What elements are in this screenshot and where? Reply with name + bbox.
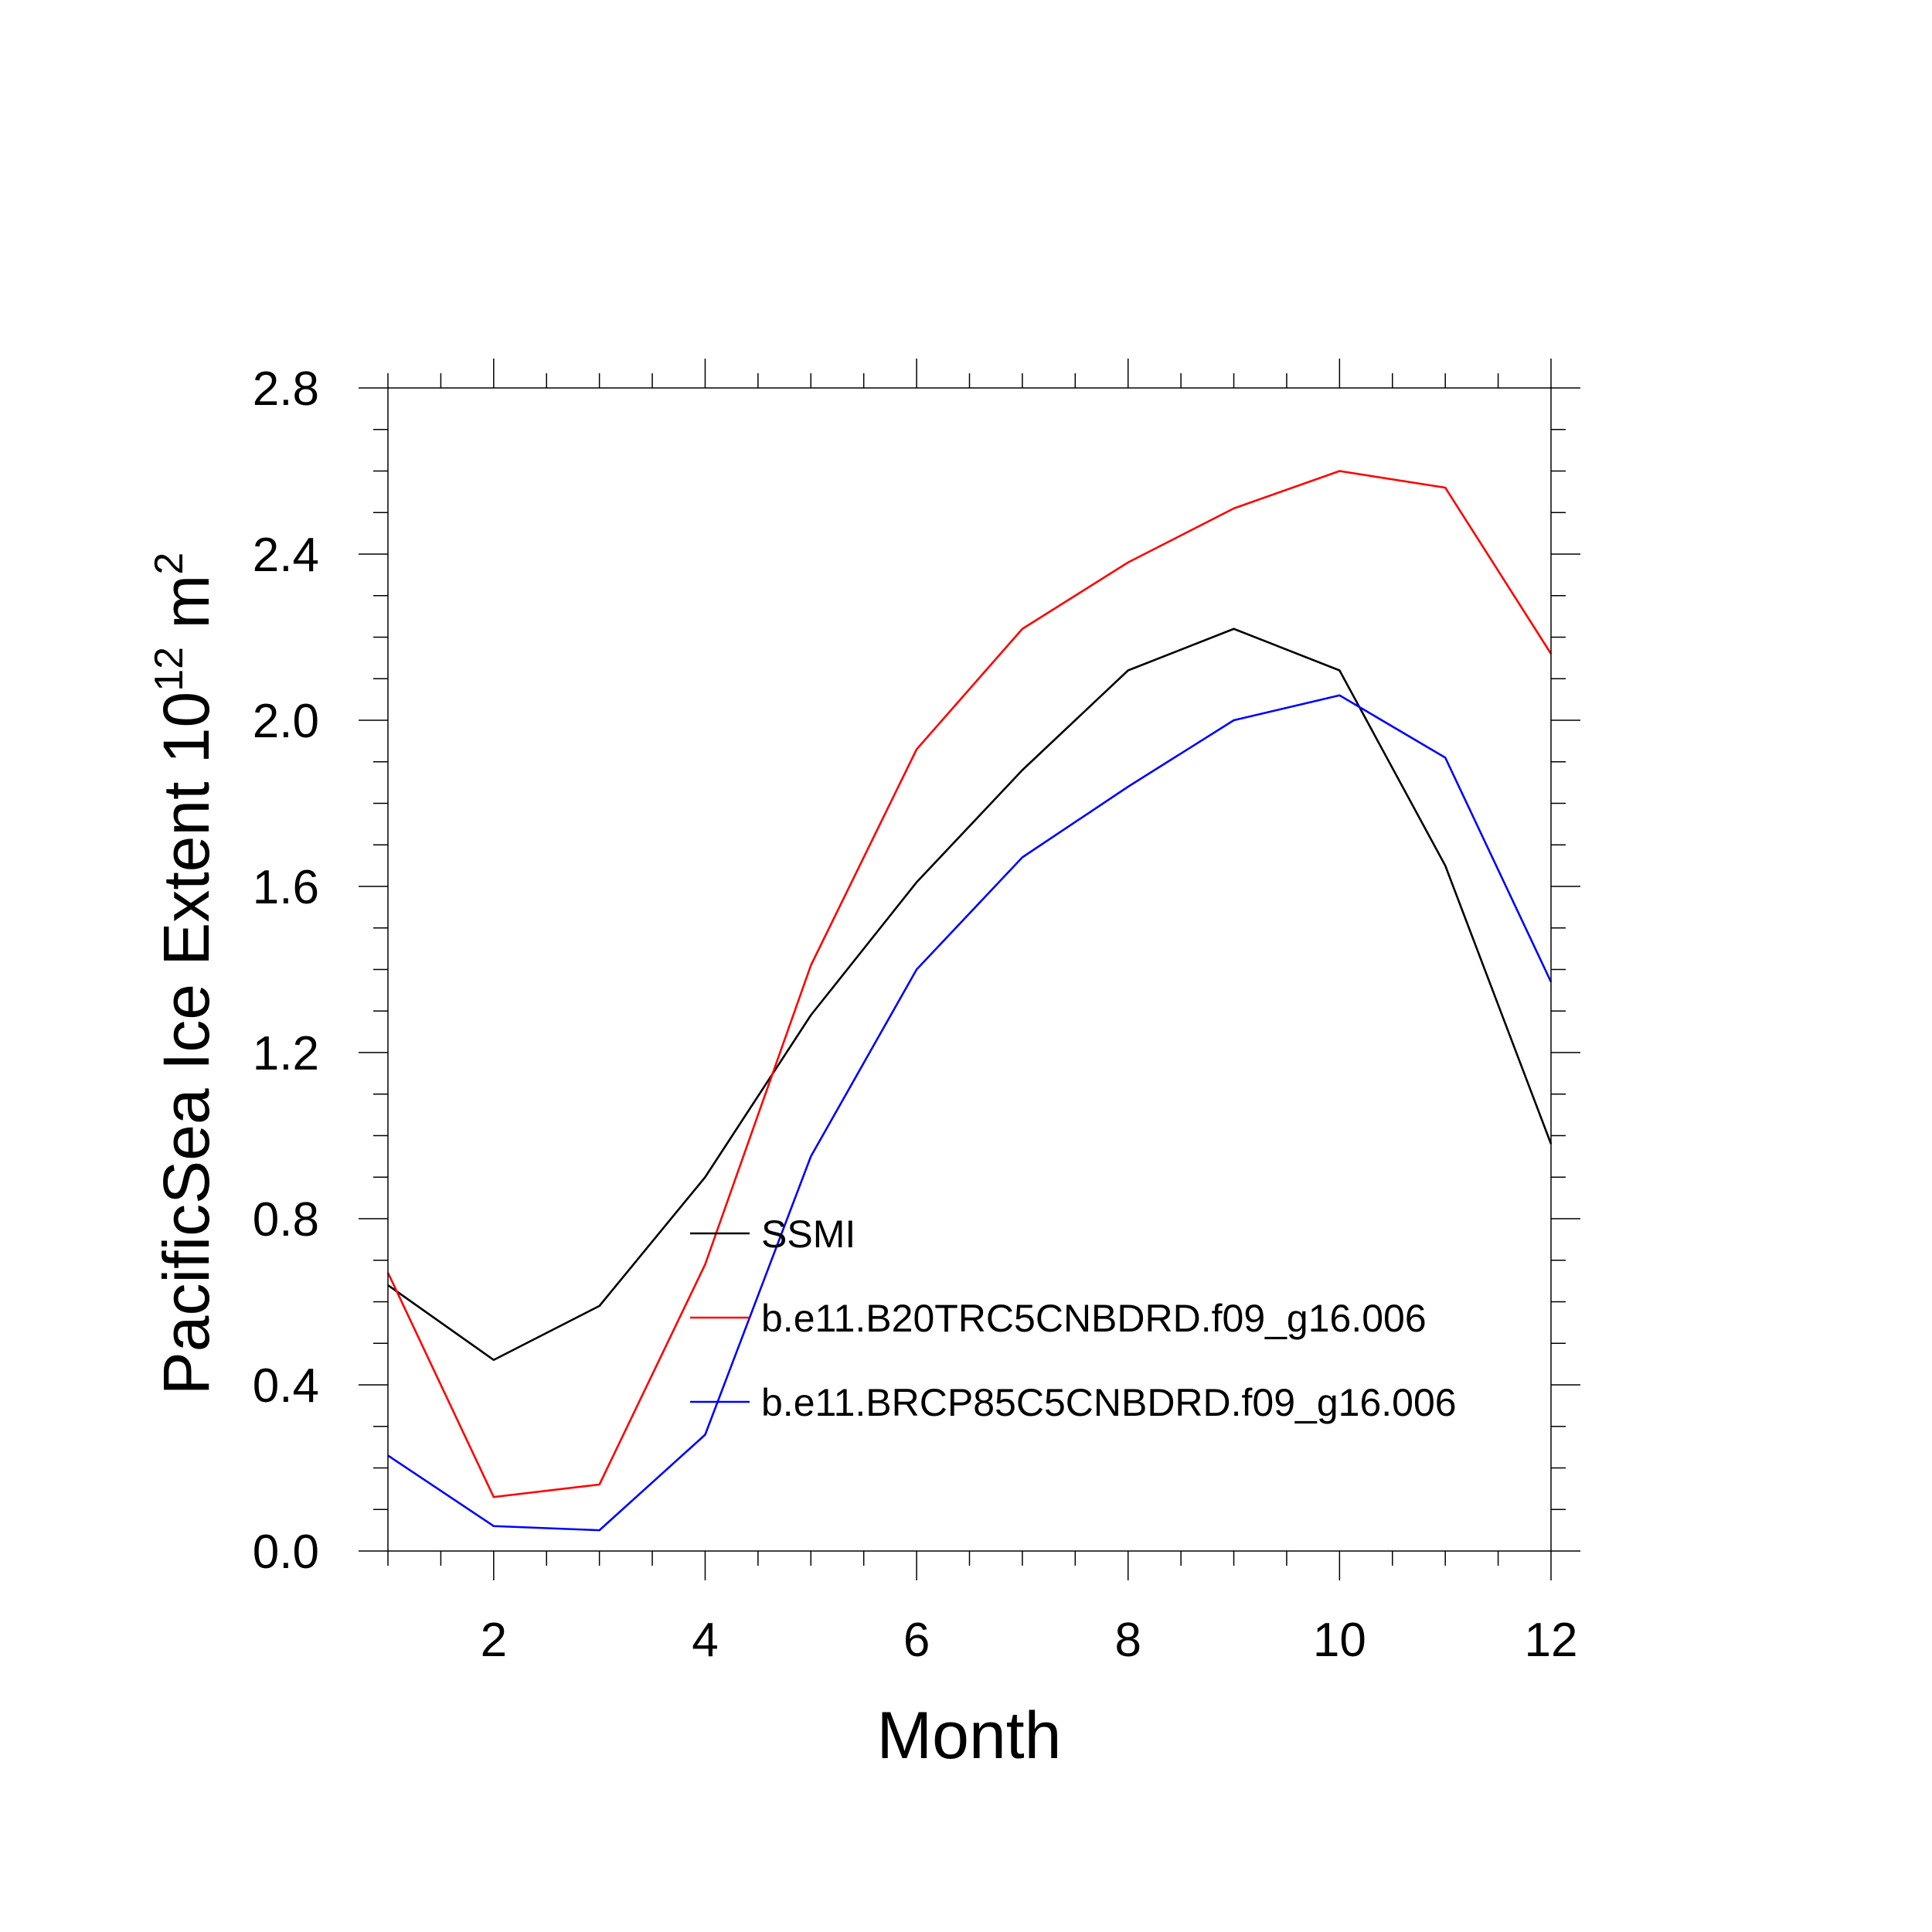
series-line-3 xyxy=(387,694,1553,1532)
y-axis-label-main: PacificSea Ice Extent 10 xyxy=(150,692,223,1396)
x-axis-label: Month xyxy=(876,1699,1061,1773)
y-axis-label-exponent: 12 xyxy=(147,647,192,692)
y-tick-label: 1.6 xyxy=(253,861,319,914)
y-axis-label-unit-exponent: 2 xyxy=(147,553,192,575)
x-tick-label: 8 xyxy=(1114,1614,1141,1667)
series-line-2 xyxy=(386,470,1553,1498)
plot-frame xyxy=(387,387,1552,1552)
axis-ticks xyxy=(359,359,1580,1580)
y-axis-label-unit: m xyxy=(150,575,223,647)
tick-labels: 2 4 6 8 10 12 0.0 0.4 0.8 1.2 1.6 2.0 2.4 2.8 xyxy=(253,362,1578,1667)
x-tick-label: 12 xyxy=(1525,1614,1578,1667)
y-axis-label: PacificSea Ice Extent 1012 m2 xyxy=(147,553,223,1396)
legend-label-3: b.e11.BRCP85C5CNBDRD.f09_g16.006 xyxy=(761,1381,1457,1424)
y-tick-label: 0.0 xyxy=(253,1526,319,1579)
y-tick-label: 1.2 xyxy=(253,1027,319,1080)
x-tick-label: 10 xyxy=(1313,1614,1366,1667)
y-tick-label: 0.8 xyxy=(253,1193,319,1247)
legend-label-2: b.e11.B20TRC5CNBDRD.f09_g16.006 xyxy=(761,1297,1427,1340)
x-tick-label: 6 xyxy=(903,1614,930,1667)
legend: SSMI b.e11.B20TRC5CNBDRD.f09_g16.006 b.e11… xyxy=(690,1213,1457,1424)
legend-label-1: SSMI xyxy=(761,1213,855,1256)
y-tick-label: 2.8 xyxy=(253,362,319,416)
series-line-1 xyxy=(387,628,1553,1362)
x-tick-label: 2 xyxy=(481,1614,507,1667)
series-layer xyxy=(386,470,1553,1532)
y-tick-label: 0.4 xyxy=(253,1359,319,1413)
x-tick-label: 4 xyxy=(692,1614,718,1667)
y-tick-label: 2.0 xyxy=(253,695,319,748)
y-tick-label: 2.4 xyxy=(253,529,319,582)
